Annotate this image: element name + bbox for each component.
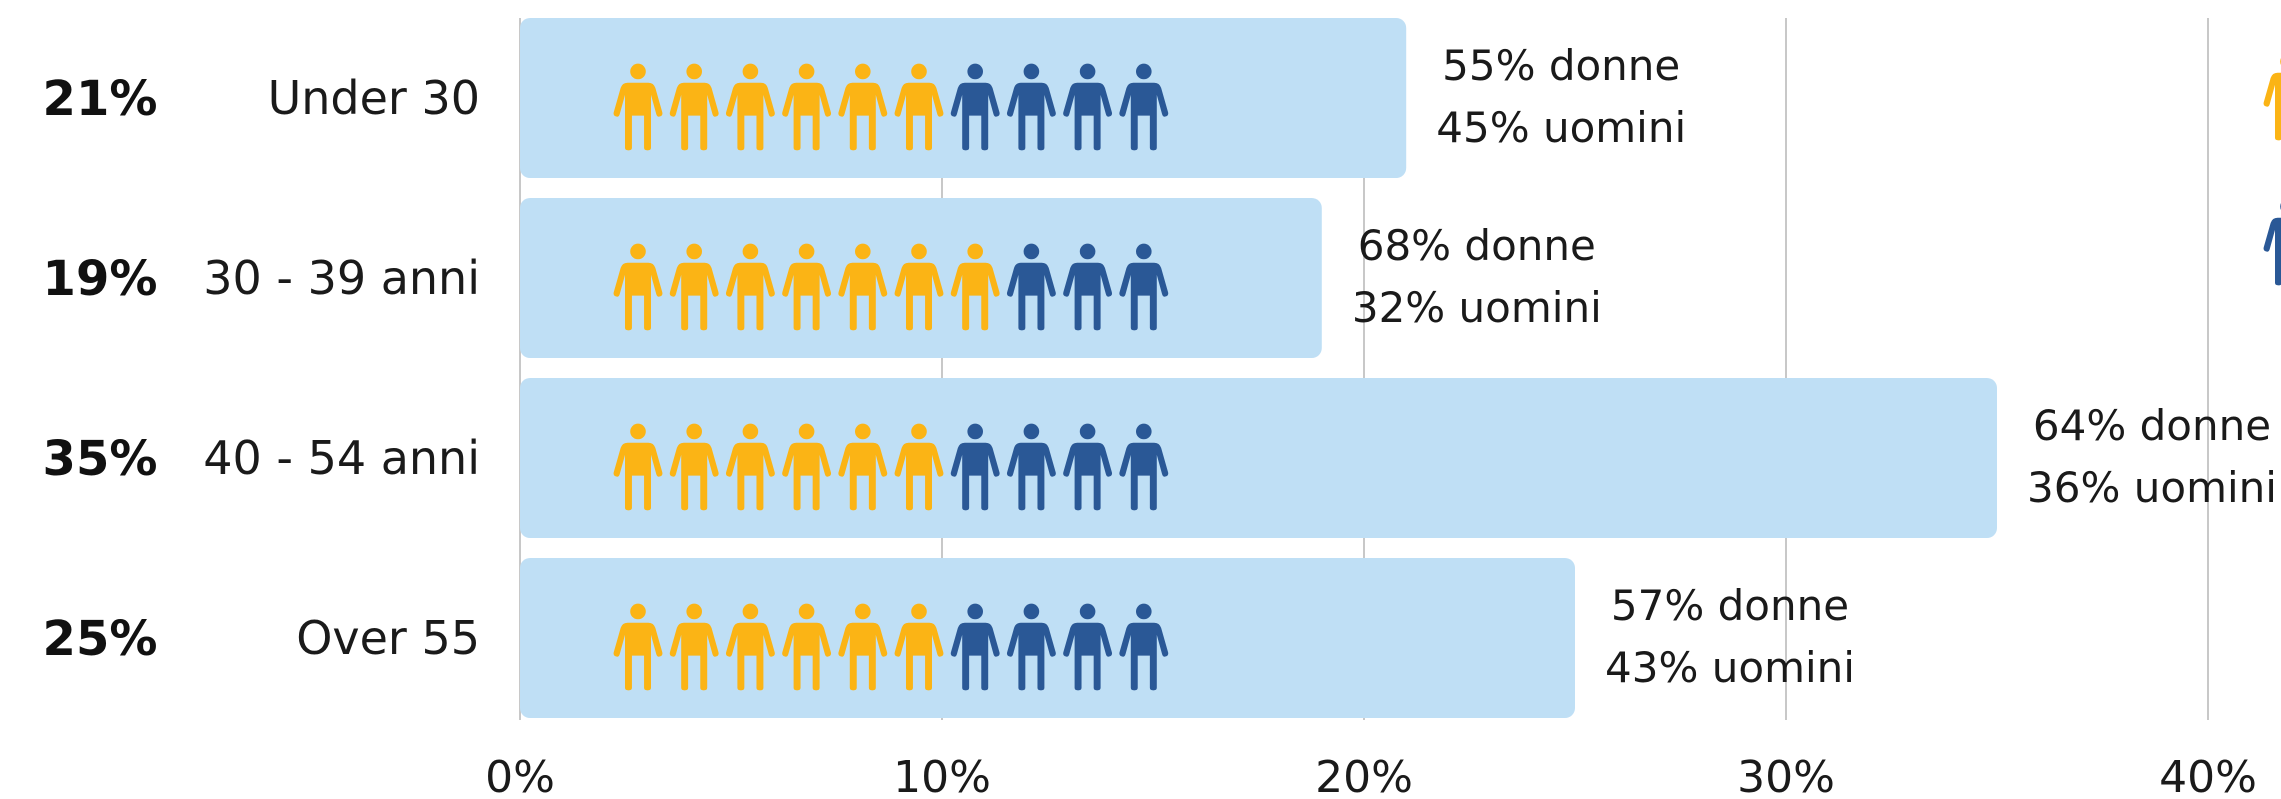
category-label: Over 55 bbox=[296, 611, 480, 665]
bar-value-label: 25% bbox=[43, 611, 158, 667]
bar-value-label: 19% bbox=[43, 251, 158, 307]
men-share-label: 45% uomini bbox=[1436, 103, 1686, 152]
x-axis: 0% 10% 20% 30% 40% bbox=[485, 752, 2257, 799]
bar bbox=[520, 378, 1997, 538]
category-label: 30 - 39 anni bbox=[203, 251, 480, 305]
x-tick-label: 0% bbox=[485, 752, 555, 799]
women-share-label: 64% donne bbox=[2033, 401, 2271, 450]
man-icon bbox=[2263, 198, 2281, 286]
women-share-label: 55% donne bbox=[1442, 41, 1680, 90]
men-share-label: 43% uomini bbox=[1605, 643, 1855, 692]
x-tick-label: 30% bbox=[1737, 752, 1835, 799]
x-tick-label: 10% bbox=[893, 752, 991, 799]
x-tick-label: 40% bbox=[2159, 752, 2257, 799]
category-label: 40 - 54 anni bbox=[203, 431, 480, 485]
x-tick-label: 20% bbox=[1315, 752, 1413, 799]
men-share-label: 32% uomini bbox=[1352, 283, 1602, 332]
women-share-label: 57% donne bbox=[1611, 581, 1849, 630]
category-label: Under 30 bbox=[268, 71, 480, 125]
women-share-label: 68% donne bbox=[1358, 221, 1596, 270]
bar-value-label: 35% bbox=[43, 431, 158, 487]
men-share-label: 36% uomini bbox=[2027, 463, 2277, 512]
bar-value-label: 21% bbox=[43, 71, 158, 127]
legend bbox=[2263, 53, 2281, 286]
labels: 21% Under 30 55% donne 45% uomini 19% 30 - 39… bbox=[43, 41, 2277, 692]
woman-icon bbox=[2263, 53, 2281, 141]
